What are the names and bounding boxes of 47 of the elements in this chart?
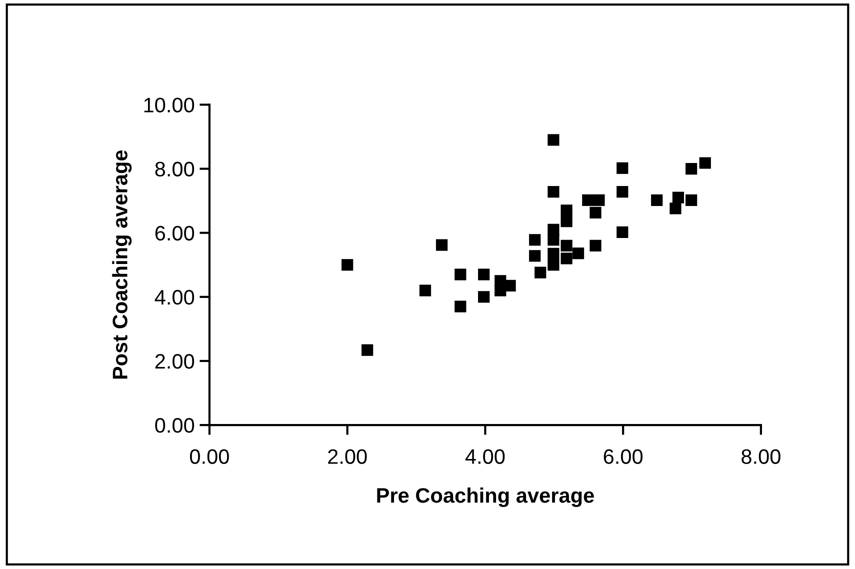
point: [529, 234, 541, 246]
point: [616, 186, 628, 198]
point: [529, 250, 541, 262]
point: [548, 134, 560, 146]
point: [616, 162, 628, 174]
point: [436, 239, 448, 251]
point: [672, 192, 684, 204]
point: [582, 194, 594, 206]
point: [454, 300, 466, 312]
point: [590, 240, 602, 252]
point: [548, 186, 560, 198]
point: [534, 266, 546, 278]
point: [699, 157, 711, 169]
point: [670, 202, 682, 214]
point: [686, 194, 698, 206]
point: [548, 248, 560, 260]
y-tick-label: 10.00: [144, 98, 194, 112]
x-tick-label: 0.00: [190, 449, 229, 464]
point: [548, 234, 560, 246]
x-axis-title: Pre Coaching average: [377, 488, 594, 508]
point: [616, 226, 628, 238]
point: [548, 259, 560, 271]
point: [362, 344, 374, 356]
point: [342, 259, 354, 271]
x-tick-label: 6.00: [604, 449, 643, 464]
point: [572, 248, 584, 260]
point: [454, 268, 466, 280]
point: [651, 194, 663, 206]
point: [560, 240, 572, 252]
y-tick-label: 4.00: [154, 290, 194, 305]
x-tick-label: 8.00: [742, 449, 780, 464]
y-tick-label: 6.00: [155, 226, 194, 241]
point: [478, 291, 490, 303]
point: [560, 252, 572, 264]
point: [560, 215, 572, 228]
y-tick-label: 8.00: [155, 162, 194, 177]
point: [686, 162, 698, 175]
point: [560, 204, 572, 216]
point: [593, 194, 605, 206]
x-tick-label: 4.00: [465, 449, 505, 464]
point: [478, 268, 490, 280]
point: [590, 206, 602, 218]
point: [419, 284, 432, 296]
y-axis-title: Post Coaching average: [112, 150, 132, 379]
y-tick-label: 0.00: [155, 418, 194, 433]
y-tick-label: 2.00: [155, 354, 194, 369]
x-tick-label: 2.00: [328, 449, 367, 464]
